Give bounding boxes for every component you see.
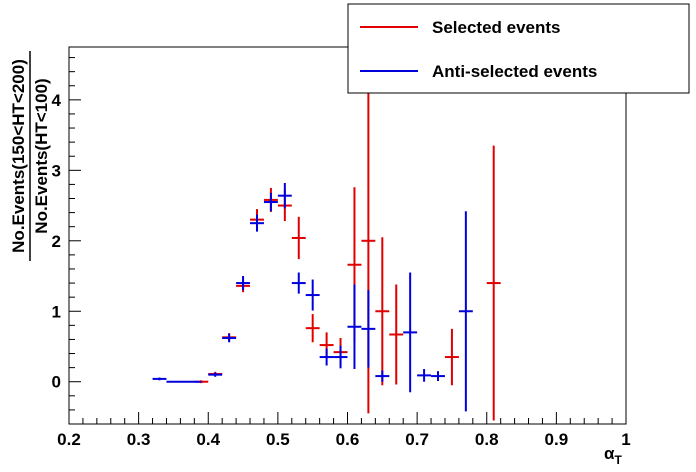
x-tick-label: 0.2 [57, 430, 81, 449]
x-tick-label: 0.9 [545, 430, 569, 449]
data-point-anti-selected [347, 284, 362, 370]
x-axis-title: αT [604, 444, 622, 467]
y-axis-title-numerator: No.Events(150<HT<200) [9, 59, 28, 253]
x-tick-label: 0.7 [405, 430, 429, 449]
data-point-anti-selected [263, 192, 278, 212]
x-tick-label: 1 [621, 430, 630, 449]
data-markers [152, 68, 501, 421]
data-point-anti-selected [319, 348, 334, 366]
data-point-anti-selected [236, 276, 251, 291]
y-tick-label: 2 [52, 232, 61, 251]
x-axis-ticks [68, 412, 627, 424]
x-axis-title-subscript: T [614, 453, 622, 467]
y-tick-label: 0 [52, 373, 61, 392]
legend-label-anti-selected: Anti-selected events [432, 62, 597, 81]
x-tick-label: 0.5 [266, 430, 290, 449]
x-tick-label: 0.4 [196, 430, 220, 449]
x-axis-tick-labels: 0.2 0.3 0.4 0.5 0.6 0.7 0.8 0.9 1 [57, 430, 631, 449]
data-point-anti-selected [277, 183, 292, 209]
data-point-selected [486, 145, 501, 421]
data-point-selected [389, 284, 404, 385]
data-point-selected [444, 328, 459, 386]
data-point-selected [305, 314, 320, 343]
y-tick-label: 4 [52, 91, 62, 110]
data-point-selected [291, 216, 306, 260]
data-point-anti-selected [417, 369, 432, 382]
data-point-anti-selected [250, 214, 264, 232]
x-tick-label: 0.3 [127, 430, 151, 449]
data-point-anti-selected [152, 377, 167, 381]
y-axis-title: No.Events(150<HT<200) No.Events(HT<100) [9, 51, 51, 261]
data-point-anti-selected [291, 272, 306, 294]
x-tick-label: 0.6 [336, 430, 360, 449]
x-axis-title-main: α [604, 444, 615, 463]
data-point-anti-selected [305, 279, 320, 311]
y-axis-title-denominator: No.Events(HT<100) [32, 78, 51, 233]
legend-box [347, 3, 690, 94]
data-point-selected [375, 237, 390, 386]
data-point-anti-selected [222, 333, 237, 343]
data-point-anti-selected [361, 290, 376, 368]
data-point-anti-selected [403, 272, 418, 393]
legend: Selected events Anti-selected events [347, 3, 690, 94]
y-axis-ticks [69, 57, 81, 411]
y-tick-label: 3 [52, 161, 61, 180]
x-tick-label: 0.8 [475, 430, 499, 449]
data-point-anti-selected [333, 345, 348, 369]
data-point-anti-selected [431, 371, 445, 382]
data-point-anti-selected [375, 370, 390, 382]
y-axis-tick-labels: 0 1 2 3 4 [52, 91, 62, 392]
data-point-anti-selected [208, 372, 223, 377]
data-point-anti-selected [458, 211, 473, 412]
legend-label-selected: Selected events [432, 18, 561, 37]
y-tick-label: 1 [52, 302, 61, 321]
